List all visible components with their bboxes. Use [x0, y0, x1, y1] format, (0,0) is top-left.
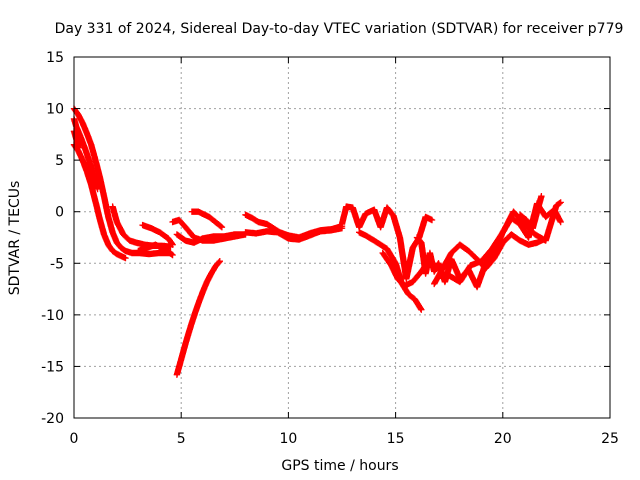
grid-lines — [74, 57, 610, 418]
data-points — [70, 105, 564, 378]
data-track — [188, 208, 226, 231]
data-track — [516, 193, 545, 232]
x-tick-labels: 0 5 10 15 20 25 — [70, 431, 619, 447]
x-axis-label: GPS time / hours — [281, 458, 398, 474]
data-track — [338, 203, 436, 282]
x-tick-label: 20 — [494, 431, 512, 447]
x-tick-label: 15 — [387, 431, 405, 447]
y-tick-label: -5 — [50, 256, 64, 272]
y-tick-label: 5 — [55, 153, 64, 169]
y-tick-label: -20 — [41, 411, 64, 427]
x-tick-label: 10 — [279, 431, 297, 447]
y-tick-label: -10 — [41, 308, 64, 324]
data-track — [242, 225, 346, 243]
x-tick-label: 5 — [177, 431, 186, 447]
y-tick-label: 0 — [55, 205, 64, 221]
data-track — [169, 216, 249, 244]
y-tick-label: -15 — [41, 359, 64, 375]
x-tick-label: 0 — [70, 431, 79, 447]
plot-frame — [73, 56, 611, 419]
x-tick-label: 25 — [601, 431, 619, 447]
axis-ticks — [73, 56, 611, 419]
data-track — [446, 199, 564, 286]
y-tick-labels: -20 -15 -10 -5 0 5 10 15 — [41, 50, 64, 427]
y-tick-label: 10 — [46, 102, 64, 118]
data-track — [135, 241, 176, 259]
y-tick-label: 15 — [46, 50, 64, 66]
data-track — [173, 258, 223, 378]
y-axis-label: SDTVAR / TECUs — [7, 181, 23, 296]
data-track — [139, 221, 176, 248]
chart-title: Day 331 of 2024, Sidereal Day-to-day VTE… — [55, 21, 624, 37]
